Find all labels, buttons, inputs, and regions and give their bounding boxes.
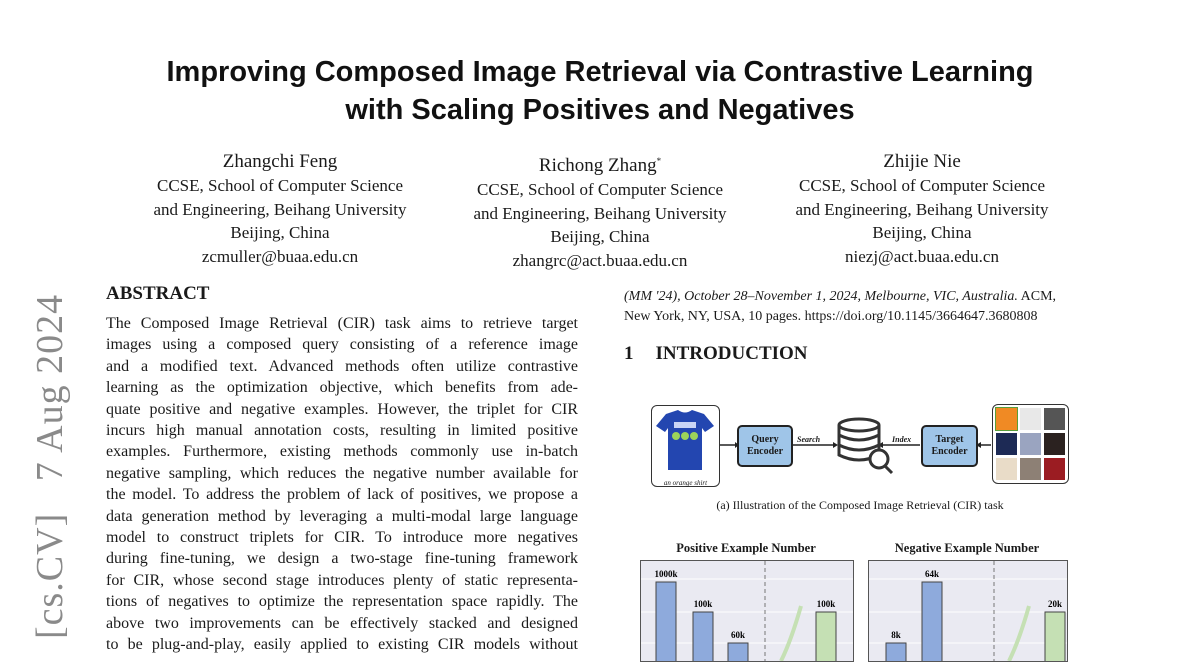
- abstract-line: negative sampling, which reduces the neg…: [106, 464, 578, 482]
- author-block: Zhijie Nie CCSE, School of Computer Scie…: [762, 149, 1082, 268]
- target-image: [995, 407, 1018, 431]
- bar-value-label: 8k: [891, 630, 901, 640]
- author-affil: CCSE, School of Computer Science: [798, 176, 1045, 195]
- bar: [921, 581, 943, 661]
- abstract-line: data generation method by leveraging a m…: [106, 507, 578, 525]
- author-affil: and Engineering, Beihang University: [153, 199, 407, 219]
- target-image: [1044, 408, 1065, 430]
- abstract-body: The Composed Image Retrieval (CIR) task …: [106, 313, 578, 656]
- query-image: an orange shirt: [651, 405, 720, 487]
- abstract-line: during fine-tuning, we design a two-stag…: [106, 550, 578, 568]
- author-affil: Beijing, China: [550, 227, 650, 247]
- target-image: [1020, 408, 1041, 430]
- author-block: Richong Zhang* CCSE, School of Computer …: [440, 149, 760, 272]
- target-image: [1020, 458, 1041, 480]
- bar: [815, 611, 837, 661]
- abstract-line: tions of negatives to optimize the repre…: [106, 593, 578, 611]
- arxiv-stamp: [cs.CV] 7 Aug 2024: [29, 293, 71, 639]
- doi-line: New York, NY, USA, 10 pages. https://doi…: [624, 309, 1038, 324]
- bar: [727, 642, 749, 661]
- author-affil: Beijing, China: [230, 223, 330, 242]
- author-affil: and Engineering, Beihang University: [795, 199, 1049, 219]
- positive-example-chart: 1000k 100k 60k 100k: [640, 560, 854, 662]
- bar: [1044, 611, 1066, 661]
- target-image: [1020, 433, 1041, 455]
- title-line-2: with Scaling Positives and Negatives: [345, 94, 855, 126]
- query-text: an orange shirt: [663, 479, 708, 487]
- section-number: 1: [624, 343, 634, 364]
- paper-title: Improving Composed Image Retrieval via C…: [0, 53, 1200, 129]
- section-title: INTRODUCTION: [655, 343, 808, 364]
- author-name: Zhangchi Feng: [222, 151, 338, 172]
- target-encoder-box: Target Encoder: [921, 425, 978, 467]
- chart-title-positive: Positive Example Number: [676, 541, 816, 555]
- abstract-line: and a modified text. Advanced methods of…: [106, 357, 578, 375]
- chart-title-negative: Negative Example Number: [894, 541, 1040, 555]
- bar-value-label: 1000k: [654, 569, 677, 579]
- author-name: Richong Zhang: [538, 155, 657, 177]
- abstract-line: learning as the optimization objective, …: [106, 379, 578, 397]
- abstract-line: above two improvements can be effectivel…: [106, 614, 578, 632]
- author-affil: CCSE, School of Computer Science: [476, 180, 723, 200]
- database-search-icon: [837, 417, 894, 475]
- abstract-heading: ABSTRACT: [106, 283, 210, 304]
- reference-format: (MM '24), October 28–November 1, 2024, M…: [624, 287, 1096, 327]
- growth-arrow: [1007, 605, 1031, 661]
- growth-arrow: [779, 605, 803, 661]
- abstract-line: to be plug-and-play, easily applied to e…: [106, 636, 578, 654]
- author-email: zhangrc@act.buaa.edu.cn: [512, 250, 688, 270]
- abstract-line: The Composed Image Retrieval (CIR) task …: [106, 315, 578, 332]
- abstract-line: the model. To address the problem of lac…: [106, 486, 578, 504]
- target-image: [996, 458, 1017, 480]
- title-line-1: Improving Composed Image Retrieval via C…: [166, 56, 1034, 88]
- author-email: zcmuller@buaa.edu.cn: [201, 246, 359, 266]
- query-encoder-box: Query Encoder: [737, 425, 793, 467]
- author-affil: and Engineering, Beihang University: [473, 203, 727, 223]
- author-affil: CCSE, School of Computer Science: [156, 176, 403, 195]
- abstract-line: for CIR, whose second stage introduces p…: [106, 571, 578, 589]
- bar: [655, 581, 677, 661]
- abstract-line: model to construct triplets for CIR. To …: [106, 529, 578, 547]
- venue-italic: (MM '24), October 28–November 1, 2024, M…: [624, 289, 1018, 304]
- target-image: [996, 433, 1017, 455]
- target-image: [1044, 433, 1065, 455]
- figure-caption: (a) Illustration of the Composed Image R…: [716, 498, 1004, 512]
- author-block: Zhangchi Feng CCSE, School of Computer S…: [120, 149, 440, 268]
- bar-value-label: 60k: [731, 630, 745, 640]
- bar-value-label: 100k: [817, 599, 836, 609]
- target-image: [1044, 458, 1065, 480]
- author-email: niezj@act.buaa.edu.cn: [845, 246, 999, 266]
- author-name: Zhijie Nie: [883, 151, 961, 172]
- negative-example-chart: 8k 64k 20k: [868, 560, 1068, 662]
- bar-value-label: 64k: [925, 569, 939, 579]
- search-label: Search: [797, 435, 821, 444]
- bar: [692, 611, 714, 661]
- abstract-line: quate positive and negative examples. Ho…: [106, 400, 578, 418]
- index-label: Index: [892, 435, 912, 444]
- target-image-grid: [992, 404, 1069, 484]
- bar-value-label: 20k: [1048, 599, 1062, 609]
- bar: [885, 642, 907, 661]
- bar-value-label: 100k: [694, 599, 713, 609]
- author-affil: Beijing, China: [872, 223, 972, 242]
- publisher: ACM,: [1017, 289, 1057, 304]
- abstract-line: incurs high manual annotation costs, res…: [106, 422, 578, 440]
- tshirt-icon: [656, 410, 714, 470]
- corresponding-mark: *: [656, 156, 662, 166]
- abstract-line: images using a composed query consisting…: [106, 336, 578, 354]
- section-heading: 1 INTRODUCTION: [624, 343, 808, 365]
- abstract-line: examples. Furthermore, existing methods …: [106, 443, 578, 461]
